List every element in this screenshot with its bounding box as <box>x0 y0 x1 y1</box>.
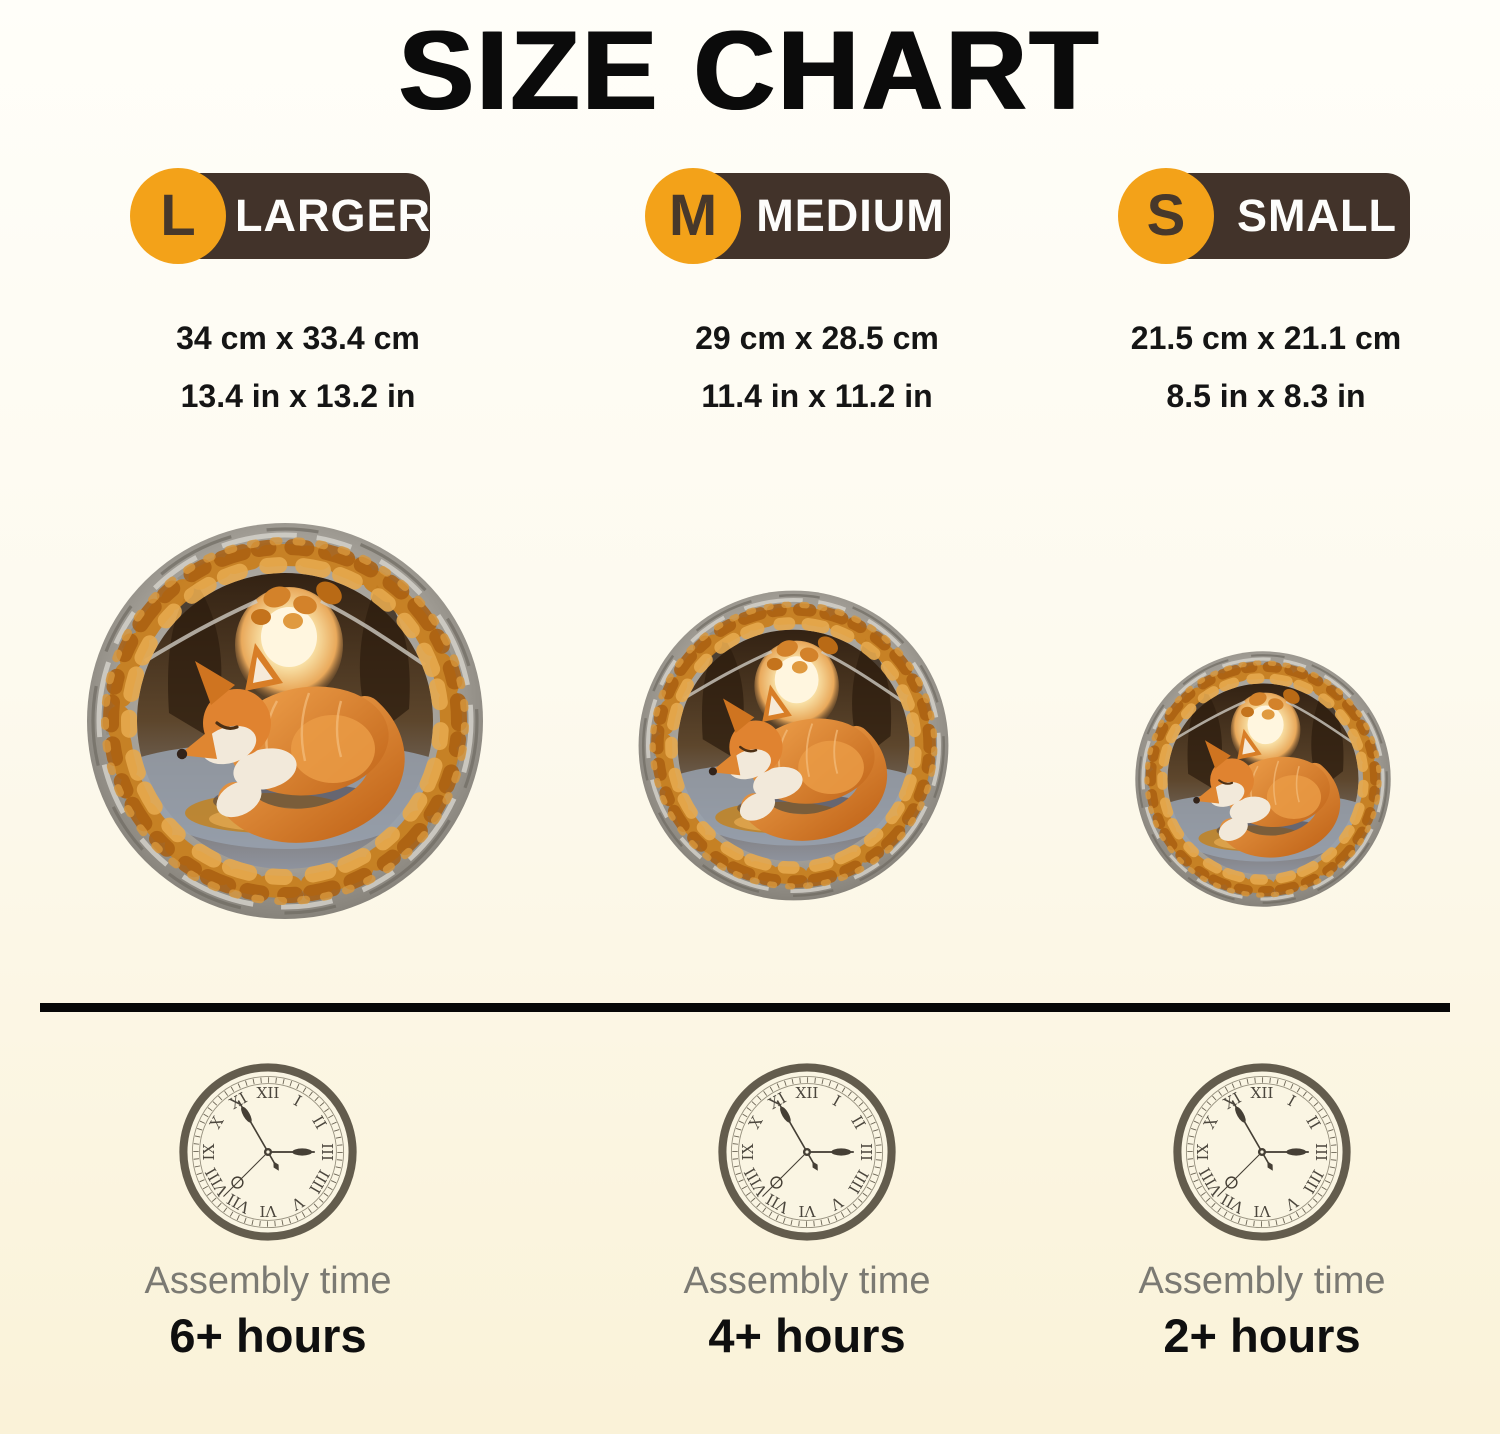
puzzle-image-small <box>1134 650 1392 908</box>
clock-icon-medium <box>717 1062 897 1242</box>
badge-letter: M <box>668 183 718 248</box>
dimensions-cm-medium: 29 cm x 28.5 cm <box>695 320 939 356</box>
assembly-hours-medium: 4+ hours <box>708 1309 906 1362</box>
badge-letter-circle: S <box>1118 168 1214 264</box>
dimensions-in-small: 8.5 in x 8.3 in <box>1166 378 1366 414</box>
badge-letter-circle: M <box>645 168 741 264</box>
clock-icon-small <box>1172 1062 1352 1242</box>
dimensions-cm-small: 21.5 cm x 21.1 cm <box>1130 320 1402 356</box>
puzzle-image-medium <box>637 589 950 902</box>
badge-label: SMALL <box>1237 190 1397 241</box>
assembly-time-label-larger: Assembly time <box>144 1260 392 1302</box>
dimensions-in-larger: 13.4 in x 13.2 in <box>180 378 416 414</box>
badge-letter: L <box>160 183 196 248</box>
badge-label: MEDIUM <box>756 190 945 241</box>
assembly-hours-small: 2+ hours <box>1163 1309 1361 1362</box>
size-badge-small: SMALL S <box>1118 168 1410 264</box>
puzzle-image-larger <box>85 521 485 921</box>
section-divider <box>40 1003 1450 1012</box>
page-title: SIZE CHART <box>399 8 1101 133</box>
dimensions-cm-larger: 34 cm x 33.4 cm <box>176 320 420 356</box>
assembly-hours-larger: 6+ hours <box>169 1309 367 1362</box>
badge-letter: S <box>1146 183 1186 248</box>
badge-letter-circle: L <box>130 168 226 264</box>
size-badge-medium: MEDIUM M <box>645 168 950 264</box>
assembly-time-label-medium: Assembly time <box>683 1260 931 1302</box>
badge-label: LARGER <box>235 190 431 241</box>
size-badge-larger: LARGER L <box>130 168 430 264</box>
clock-icon-larger <box>178 1062 358 1242</box>
assembly-time-label-small: Assembly time <box>1138 1260 1386 1302</box>
dimensions-in-medium: 11.4 in x 11.2 in <box>701 378 933 414</box>
